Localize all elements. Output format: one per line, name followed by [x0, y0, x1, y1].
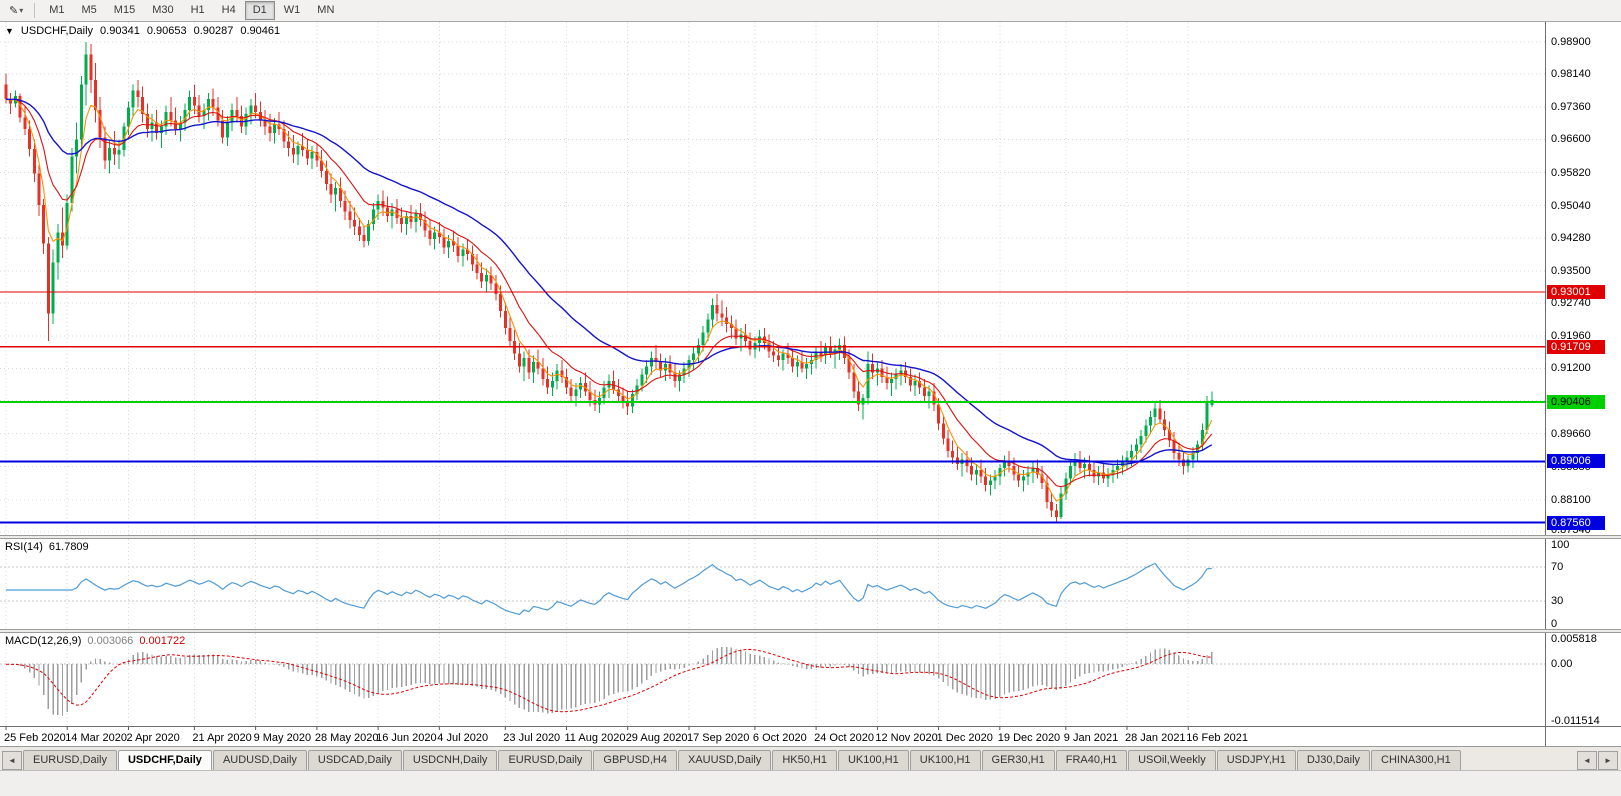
price-level-badge: 0.91709: [1547, 339, 1605, 354]
timeframe-button-m15[interactable]: M15: [113, 4, 136, 16]
svg-text:28 May 2020: 28 May 2020: [315, 732, 379, 744]
price-tick-label: 0.91960: [1551, 330, 1591, 343]
axis-corner: [1545, 727, 1621, 746]
chart-tab-ger30-h1[interactable]: GER30,H1: [981, 750, 1055, 770]
macd-label: MACD(12,26,9) 0.003066 0.001722: [5, 635, 186, 647]
price-level-badge: 0.90406: [1547, 395, 1605, 409]
chevron-down-icon: ▾: [19, 6, 24, 15]
price-tick-label: 0.95820: [1551, 166, 1591, 179]
price-tick-label: 0.98140: [1551, 68, 1591, 81]
macd-pane-plot[interactable]: MACD(12,26,9) 0.003066 0.001722: [0, 633, 1545, 726]
chart-tab-eurusd-daily[interactable]: EURUSD,Daily: [498, 750, 593, 770]
timeframe-button-h1[interactable]: H1: [190, 4, 205, 16]
rsi-tick-label: 30: [1551, 595, 1564, 608]
svg-text:16 Feb 2021: 16 Feb 2021: [1186, 732, 1248, 744]
chart-tabs: EURUSD,Daily USDCHF,Daily AUDUSD,Daily USDC…: [23, 750, 1577, 770]
timeframe-toolbar: ✎ ▾ M1 M5 M15 M30 H1 H4 D1 W1 MN: [0, 0, 1621, 22]
svg-text:21 Apr 2020: 21 Apr 2020: [192, 732, 251, 744]
price-axis[interactable]: 0.98900 0.98140 0.97360 0.96600 0.95820 0.950…: [1545, 22, 1621, 535]
rsi-label: RSI(14) 61.7809: [5, 541, 89, 553]
price-tick-label: 0.97360: [1551, 101, 1591, 114]
price-tick-label: 0.98900: [1551, 35, 1591, 48]
svg-text:28 Jan 2021: 28 Jan 2021: [1125, 732, 1186, 744]
chart-tab-usdjpy-h1[interactable]: USDJPY,H1: [1216, 750, 1296, 770]
pane-splitter[interactable]: [0, 535, 1621, 539]
chart-tab-usdcad-daily[interactable]: USDCAD,Daily: [307, 750, 402, 770]
drawing-tools-button[interactable]: ✎ ▾: [4, 3, 28, 18]
price-tick-label: 0.92740: [1551, 297, 1591, 310]
chart-tab-usoil-weekly[interactable]: USOil,Weekly: [1128, 750, 1216, 770]
chart-tab-audusd-daily[interactable]: AUDUSD,Daily: [212, 750, 307, 770]
timeframe-button-mn[interactable]: MN: [317, 4, 335, 16]
timeframe-button-m1[interactable]: M1: [49, 4, 65, 16]
timeframe-button-m30[interactable]: M30: [152, 4, 174, 16]
chart-tab-bar: ◄ EURUSD,Daily USDCHF,Daily AUDUSD,Daily US…: [0, 746, 1621, 770]
tabs-scroll-left2-icon[interactable]: ◄: [1577, 751, 1597, 770]
price-tick-label: 0.94280: [1551, 231, 1591, 244]
time-axis[interactable]: 25 Feb 2020 14 Mar 2020 2 Apr 2020 21 Apr 2…: [0, 726, 1621, 746]
rsi-tick-label: 100: [1551, 539, 1570, 551]
svg-text:9 Jan 2021: 9 Jan 2021: [1064, 732, 1118, 744]
chart-tab-dj30-daily[interactable]: DJ30,Daily: [1296, 750, 1371, 770]
timeframe-button-m5[interactable]: M5: [81, 4, 97, 16]
svg-text:1 Dec 2020: 1 Dec 2020: [937, 732, 993, 744]
svg-text:29 Aug 2020: 29 Aug 2020: [626, 732, 688, 744]
price-tick-label: 0.93500: [1551, 264, 1591, 277]
chart-tab-usdcnh-daily[interactable]: USDCNH,Daily: [402, 750, 498, 770]
chart-window: ▼ USDCHF,Daily 0.90341 0.90653 0.90287 0…: [0, 22, 1621, 746]
price-level-badge: 0.87560: [1547, 515, 1605, 530]
rsi-axis[interactable]: 100 70 30 0: [1545, 539, 1621, 629]
price-tick-label: 0.89660: [1551, 427, 1591, 440]
chart-tab-usdchf-daily[interactable]: USDCHF,Daily: [117, 750, 212, 770]
svg-text:24 Oct 2020: 24 Oct 2020: [814, 732, 874, 744]
timeframe-button-h4[interactable]: H4: [221, 4, 236, 16]
collapse-pane-icon[interactable]: ▼: [5, 26, 14, 36]
tabs-scroll-left-icon[interactable]: ◄: [2, 751, 22, 770]
svg-text:2 Apr 2020: 2 Apr 2020: [127, 732, 180, 744]
svg-text:17 Sep 2020: 17 Sep 2020: [687, 732, 749, 744]
price-tick-label: 0.95040: [1551, 199, 1591, 212]
rsi-tick-label: 0: [1551, 618, 1558, 629]
chart-tab-china300-h1[interactable]: CHINA300,H1: [1371, 750, 1461, 770]
pencil-icon: ✎: [9, 5, 19, 17]
price-tick-label: 0.96600: [1551, 133, 1591, 146]
price-tick-label: 0.91200: [1551, 362, 1591, 375]
rsi-tick-label: 70: [1551, 560, 1564, 573]
svg-text:9 May 2020: 9 May 2020: [254, 732, 311, 744]
svg-text:14 Mar 2020: 14 Mar 2020: [65, 732, 127, 744]
timeframe-button-d1[interactable]: D1: [244, 1, 275, 20]
tabs-scroll-right-icon[interactable]: ►: [1598, 751, 1618, 770]
svg-text:12 Nov 2020: 12 Nov 2020: [875, 732, 937, 744]
chart-tab-eurusd-daily[interactable]: EURUSD,Daily: [23, 750, 117, 770]
macd-axis[interactable]: 0.005818 0.00 -0.011514: [1545, 633, 1621, 726]
timeframe-buttons: M1 M5 M15 M30 H1 H4 D1 W1 MN: [41, 1, 342, 20]
chart-tab-uk100-h1[interactable]: UK100,H1: [837, 750, 909, 770]
chart-tab-hk50-h1[interactable]: HK50,H1: [772, 750, 837, 770]
toolbar-separator: [34, 3, 36, 18]
status-bar: [0, 770, 1621, 796]
svg-text:4 Jul 2020: 4 Jul 2020: [437, 732, 488, 744]
timeframe-button-w1[interactable]: W1: [283, 4, 301, 16]
rsi-pane-plot[interactable]: RSI(14) 61.7809: [0, 539, 1545, 629]
macd-tick-label: 0.005818: [1551, 633, 1597, 645]
svg-text:19 Dec 2020: 19 Dec 2020: [998, 732, 1060, 744]
svg-text:23 Jul 2020: 23 Jul 2020: [503, 732, 560, 744]
svg-text:25 Feb 2020: 25 Feb 2020: [4, 732, 66, 744]
price-level-badge: 0.93001: [1547, 285, 1605, 299]
chart-tab-xauusd-daily[interactable]: XAUUSD,Daily: [677, 750, 772, 770]
macd-tick-label: -0.011514: [1551, 715, 1600, 726]
pane-splitter[interactable]: [0, 629, 1621, 633]
chart-tab-uk100-h1[interactable]: UK100,H1: [909, 750, 981, 770]
chart-tab-fra40-h1[interactable]: FRA40,H1: [1055, 750, 1128, 770]
chart-tab-gbpusd-h4[interactable]: GBPUSD,H4: [593, 750, 677, 770]
svg-text:11 Aug 2020: 11 Aug 2020: [565, 732, 626, 744]
svg-text:6 Oct 2020: 6 Oct 2020: [753, 732, 807, 744]
main-chart-plot[interactable]: ▼ USDCHF,Daily 0.90341 0.90653 0.90287 0…: [0, 22, 1545, 535]
svg-text:16 Jun 2020: 16 Jun 2020: [376, 732, 437, 744]
macd-tick-label: 0.00: [1551, 658, 1573, 671]
price-tick-label: 0.88100: [1551, 493, 1591, 506]
price-level-badge: 0.89006: [1547, 454, 1605, 469]
